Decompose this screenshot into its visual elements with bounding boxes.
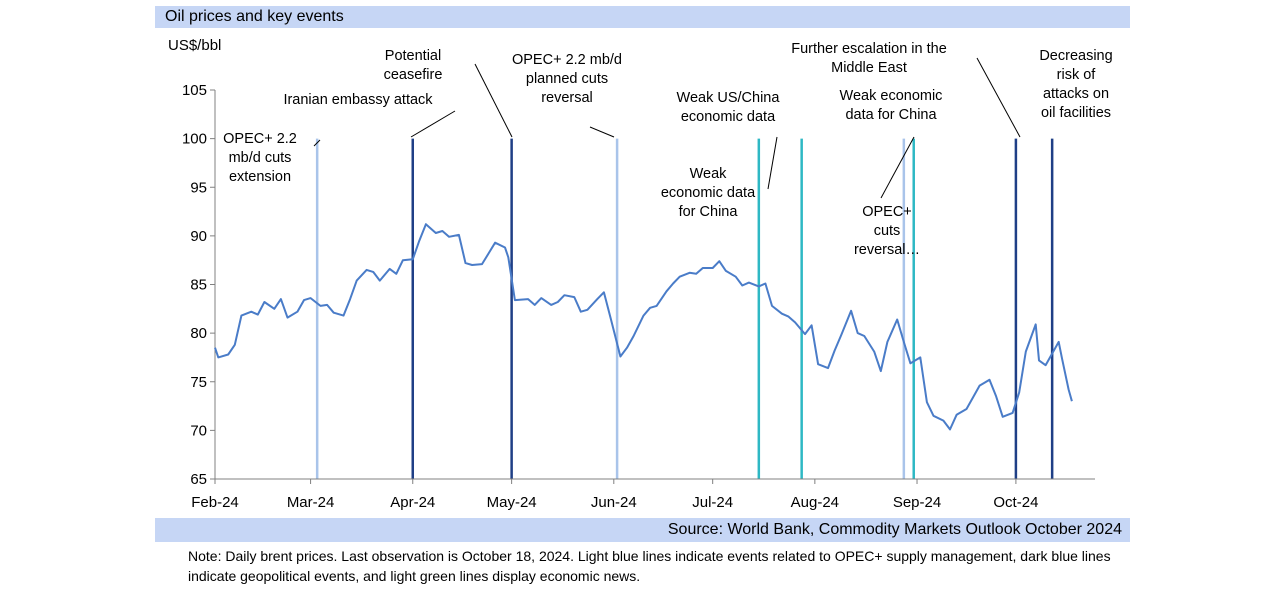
annotation-line: reversal… <box>854 242 920 258</box>
annotation-line: Weak US/China <box>677 90 781 106</box>
source-bar: Source: World Bank, Commodity Markets Ou… <box>155 518 1130 542</box>
annotation-line: extension <box>229 169 291 185</box>
axes: US$/bbl 65 70 75 80 85 90 95 100 105 Feb-24 Mar-24… <box>168 37 1095 511</box>
event-annotation: Weak US/China economic data <box>677 90 781 125</box>
y-tick-label: 105 <box>182 82 207 99</box>
x-tick-label: Oct-24 <box>993 494 1038 511</box>
annotation-line: ceasefire <box>384 67 443 83</box>
x-tick-label: Aug-24 <box>791 494 839 511</box>
y-tick-label: 90 <box>190 228 207 245</box>
annotation-line: Potential <box>385 48 441 64</box>
event-annotation: Weak economic data for China <box>840 88 943 123</box>
x-tick-label: Jun-24 <box>591 494 637 511</box>
annotation-leader <box>589 126 615 138</box>
event-annotation: OPEC+ 2.2 mb/d cuts extension <box>223 131 297 185</box>
y-tick-label: 95 <box>190 179 207 196</box>
series-line-brent <box>214 223 1073 431</box>
annotation-line: economic data <box>681 109 776 125</box>
annotation-line: planned cuts <box>526 71 608 87</box>
annotation-line: attacks on <box>1043 86 1109 102</box>
annotation-line: risk of <box>1057 67 1097 83</box>
annotation-line: OPEC+ 2.2 mb/d <box>512 52 622 68</box>
annotation-line: Iranian embassy attack <box>283 92 433 108</box>
annotation-line: OPEC+ <box>862 204 912 220</box>
source-text: Source: World Bank, Commodity Markets Ou… <box>667 521 1122 538</box>
y-tick-label: 75 <box>190 374 207 391</box>
x-tick-label: Feb-24 <box>191 494 239 511</box>
annotation-line: economic data <box>661 185 756 201</box>
y-tick-label: 100 <box>182 131 207 148</box>
chart-title: Oil prices and key events <box>165 8 344 25</box>
y-axis-label: US$/bbl <box>168 37 221 54</box>
annotation-line: reversal <box>541 90 593 106</box>
event-annotation: OPEC+ 2.2 mb/d planned cuts reversal <box>512 52 622 106</box>
x-tick-label: Jul-24 <box>692 494 733 511</box>
y-tick-label: 80 <box>190 325 207 342</box>
title-bar: Oil prices and key events <box>155 6 1130 28</box>
y-tick-label: 85 <box>190 277 207 294</box>
event-annotation: Decreasing risk of attacks on oil facilitie… <box>1039 48 1112 121</box>
x-tick-label: Sep-24 <box>893 494 941 511</box>
annotation-leader <box>474 63 513 138</box>
annotation-leader <box>410 110 456 138</box>
event-lines <box>315 138 1054 479</box>
annotation-line: Further escalation in the <box>791 41 947 57</box>
annotations: OPEC+ 2.2 mb/d cuts extension Iranian embas… <box>223 41 1113 258</box>
annotation-line: OPEC+ 2.2 <box>223 131 297 147</box>
annotation-line: oil facilities <box>1041 105 1111 121</box>
annotation-line: data for China <box>845 107 937 123</box>
annotation-leader <box>976 57 1021 138</box>
event-annotation: Iranian embassy attack <box>283 92 433 108</box>
annotation-leader <box>767 136 778 190</box>
x-tick-label: May-24 <box>487 494 537 511</box>
annotation-line: for China <box>679 204 739 220</box>
event-annotation: Weak economic data for China <box>661 166 756 220</box>
event-annotation: OPEC+ cuts reversal… <box>854 204 920 258</box>
annotation-line: Decreasing <box>1039 48 1112 64</box>
annotation-leader <box>880 136 915 199</box>
annotation-leader <box>313 139 321 147</box>
annotation-line: Middle East <box>831 60 907 76</box>
annotation-line: Weak <box>690 166 728 182</box>
annotation-line: cuts <box>874 223 901 239</box>
x-tick-label: Mar-24 <box>287 494 335 511</box>
event-annotation: Further escalation in the Middle East <box>791 41 947 76</box>
y-tick-label: 70 <box>190 422 207 439</box>
x-tick-label: Apr-24 <box>390 494 435 511</box>
y-tick-label: 65 <box>190 471 207 488</box>
annotation-line: mb/d cuts <box>229 150 292 166</box>
event-annotation: Potential ceasefire <box>384 48 443 83</box>
chart-note: Note: Daily brent prices. Last observati… <box>188 548 1111 584</box>
annotation-line: Weak economic <box>840 88 943 104</box>
series <box>214 223 1073 431</box>
